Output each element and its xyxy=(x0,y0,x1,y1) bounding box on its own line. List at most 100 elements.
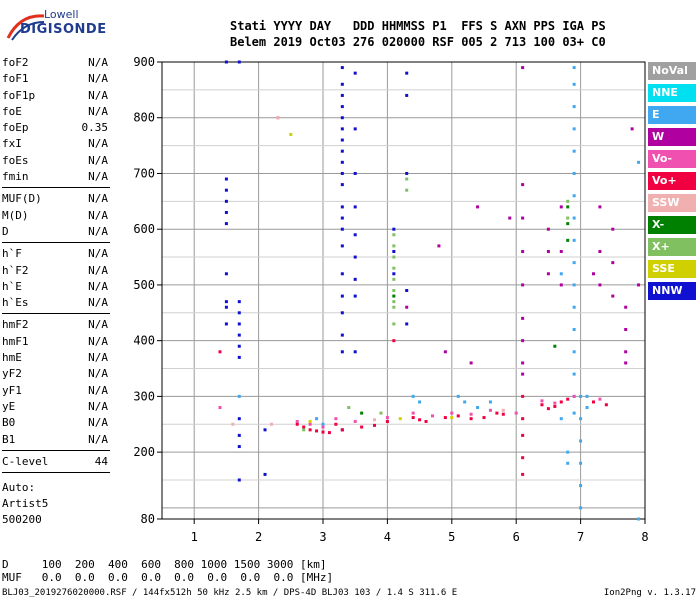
data-point-nnw xyxy=(263,428,267,432)
data-point-vo xyxy=(456,414,460,418)
x-tick-label: 7 xyxy=(577,530,584,544)
param-value: N/A xyxy=(88,88,108,102)
data-point-nnw xyxy=(340,311,344,315)
data-point-x xyxy=(405,188,409,192)
data-point-vo xyxy=(521,394,525,398)
data-point-nnw xyxy=(353,127,357,131)
data-point-vo xyxy=(501,412,505,416)
param-name: yE xyxy=(2,399,16,413)
param-name: fxI xyxy=(2,137,22,151)
param-name: hmE xyxy=(2,351,22,365)
version-label: Ion2Png v. 1.3.17 xyxy=(603,588,696,598)
data-point-x xyxy=(392,277,396,281)
x-tick-label: 1 xyxy=(191,530,198,544)
param-value: N/A xyxy=(88,351,108,365)
data-point-e xyxy=(463,400,467,404)
data-point-e xyxy=(418,400,422,404)
y-tick-label: 500 xyxy=(133,278,155,292)
data-point-nnw xyxy=(340,216,344,220)
data-point-w xyxy=(521,216,525,220)
data-point-nnw xyxy=(263,472,267,476)
legend-item: E xyxy=(648,106,696,124)
data-point-sse xyxy=(398,417,402,421)
param-row: B0 N/A xyxy=(2,415,110,431)
data-point-e xyxy=(572,283,576,287)
param-value: N/A xyxy=(88,432,108,446)
data-point-vo xyxy=(443,416,447,420)
data-point-nnw xyxy=(340,149,344,153)
param-row: fxI N/A xyxy=(2,136,110,152)
data-point-nnw xyxy=(224,322,228,326)
data-point-nnw xyxy=(353,205,357,209)
data-point-w xyxy=(637,283,641,287)
param-row: h`Es N/A xyxy=(2,295,110,311)
data-point-e xyxy=(559,272,563,276)
y-tick-label: 400 xyxy=(133,334,155,348)
data-point-w xyxy=(611,227,615,231)
param-name: C-level xyxy=(2,454,49,468)
divider xyxy=(2,472,110,474)
param-row: foE N/A xyxy=(2,104,110,120)
param-value: N/A xyxy=(88,334,108,348)
auto-code: 500200 xyxy=(2,513,42,526)
data-point-vo xyxy=(572,394,576,398)
data-point-vo xyxy=(482,416,486,420)
param-row: h`F2 N/A xyxy=(2,263,110,279)
param-row: hmF2 N/A xyxy=(2,317,110,333)
auto-label: Auto: xyxy=(2,481,36,494)
data-point-w xyxy=(624,328,628,332)
data-point-nnw xyxy=(340,294,344,298)
legend-item: SSW xyxy=(648,194,696,212)
x-tick-label: 3 xyxy=(319,530,326,544)
legend: NoVal NNE E W Vo- Vo+ SSW X- X+ SSE NNW xyxy=(648,62,696,304)
data-point-w xyxy=(508,216,512,220)
param-name: yF2 xyxy=(2,367,22,381)
y-tick-label: 80 xyxy=(141,512,155,526)
param-name: h`E xyxy=(2,279,22,293)
param-value: N/A xyxy=(88,416,108,430)
lowell-digisonde-logo: Lowell DIGISONDE xyxy=(6,8,126,44)
data-point-w xyxy=(546,272,550,276)
legend-item: X- xyxy=(648,216,696,234)
data-point-w xyxy=(559,249,563,253)
data-point-x xyxy=(405,177,409,181)
data-point-nnw xyxy=(405,71,409,75)
data-point-vo xyxy=(553,404,557,408)
data-point-e xyxy=(321,422,325,426)
data-point-nnw xyxy=(340,244,344,248)
data-point-nnw xyxy=(340,93,344,97)
muf-row: MUF 0.0 0.0 0.0 0.0 0.0 0.0 0.0 0.0 [MHz… xyxy=(2,571,334,584)
data-point-x xyxy=(566,238,570,242)
data-point-e xyxy=(566,450,570,454)
legend-item: W xyxy=(648,128,696,146)
data-point-nnw xyxy=(224,305,228,309)
ionogram-chart: 1 2 3 4 5 6 7 8 200 300 400 500 600 700 800 900 80 xyxy=(133,55,648,544)
data-point-e xyxy=(579,417,583,421)
data-point-w xyxy=(559,283,563,287)
data-point-vo xyxy=(321,430,325,434)
data-point-vo xyxy=(430,414,434,418)
data-point-nnw xyxy=(405,93,409,97)
data-point-e xyxy=(488,400,492,404)
param-value: N/A xyxy=(88,224,108,238)
param-value: 44 xyxy=(94,454,108,468)
data-point-nnw xyxy=(405,322,409,326)
data-point-nnw xyxy=(340,205,344,209)
y-tick-label: 900 xyxy=(133,55,155,69)
data-point-x xyxy=(360,411,364,415)
data-point-vo xyxy=(488,408,492,412)
param-row: foF1p N/A xyxy=(2,88,110,104)
data-point-e xyxy=(315,417,319,421)
data-point-nnw xyxy=(224,177,228,181)
param-row: D N/A xyxy=(2,224,110,240)
data-point-w xyxy=(521,283,525,287)
y-tick-label: 300 xyxy=(133,389,155,403)
data-point-w xyxy=(521,372,525,376)
data-point-nnw xyxy=(237,355,241,359)
auto-artist: Artist5 xyxy=(2,497,49,510)
data-point-nnw xyxy=(340,138,344,142)
param-value: N/A xyxy=(88,367,108,381)
data-point-vo xyxy=(521,417,525,421)
data-point-w xyxy=(559,205,563,209)
data-point-vo xyxy=(469,412,473,416)
